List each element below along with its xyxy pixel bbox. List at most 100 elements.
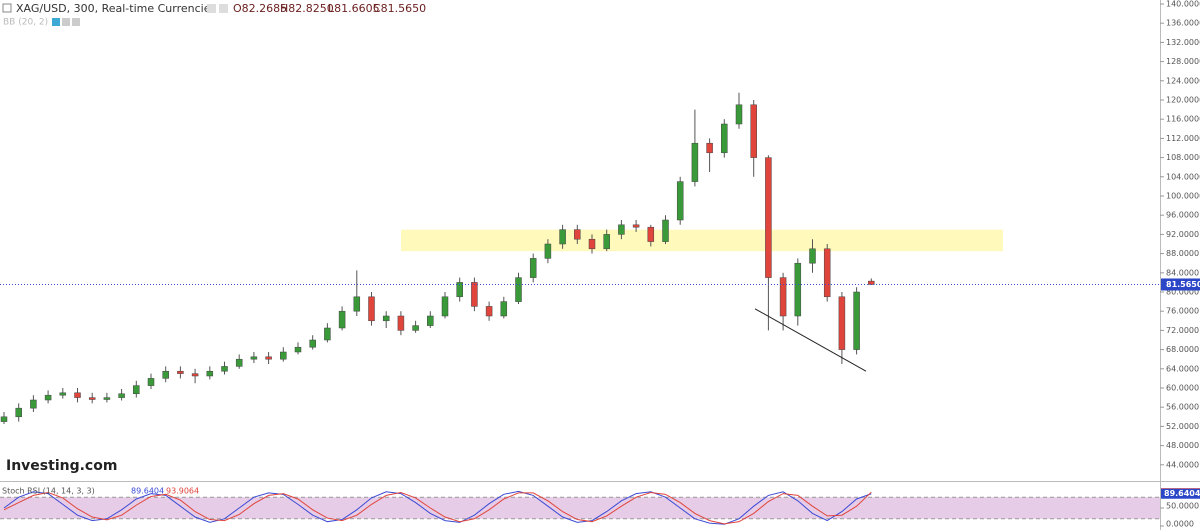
candle-body [382, 315, 390, 322]
candle-body [59, 392, 67, 396]
candle-body [324, 327, 331, 341]
last-price-label: 81.5650 [1166, 280, 1200, 289]
candle-body [441, 296, 449, 317]
y-tick-label: 100.0000 [1166, 192, 1200, 201]
y-tick-label: 108.0000 [1166, 153, 1200, 162]
icon[interactable] [219, 4, 228, 13]
candle-body [118, 393, 125, 398]
candle-body [529, 258, 537, 278]
y-tick-label: 52.0000 [1166, 422, 1199, 431]
candle-body [735, 104, 743, 125]
candle-body [147, 378, 155, 386]
y-tick-label: 50.0000 [1166, 502, 1199, 511]
candle-body [44, 394, 52, 401]
y-tick-label: 68.0000 [1166, 345, 1199, 354]
candle-body [515, 277, 522, 302]
candle-body [853, 291, 860, 350]
last-price-box [1161, 278, 1200, 291]
candle-body [250, 356, 258, 360]
stoch-value: 89.6404 [131, 487, 164, 496]
y-tick-label: 124.0000 [1166, 76, 1200, 85]
y-tick-label: 60.0000 [1166, 384, 1199, 393]
candle-body [338, 310, 346, 329]
y-tick-label: 132.0000 [1166, 38, 1200, 47]
candle-body [603, 234, 610, 250]
indicator-label: BB (20, 2) [3, 18, 48, 28]
y-tick-label: 116.0000 [1166, 115, 1200, 124]
zone [401, 229, 1003, 252]
candle-body [456, 282, 463, 298]
y-tick-label: 120.0000 [1166, 96, 1200, 105]
stoch-axis-value: 89.6404 [1164, 489, 1200, 498]
stoch-value: 93.9064 [166, 487, 199, 496]
candle-body [353, 296, 361, 312]
icon[interactable] [72, 18, 80, 26]
candle-body [559, 229, 566, 245]
candle-body [177, 370, 184, 374]
candle-body [191, 373, 199, 377]
candle-body [632, 224, 640, 228]
candle-body [221, 366, 228, 372]
y-tick-label: 0.0000 [1166, 520, 1194, 529]
collapse-icon[interactable] [2, 3, 12, 13]
candle-body [676, 181, 684, 221]
candle-body [691, 142, 699, 182]
candle-body [765, 157, 772, 278]
icon[interactable] [52, 18, 60, 26]
candle-body [235, 358, 243, 367]
candle-body [794, 262, 802, 317]
candle-body [74, 392, 81, 398]
candle-body [265, 356, 272, 360]
candle-body [706, 142, 713, 154]
candle-body [103, 397, 111, 400]
y-tick-label: 140.0000 [1166, 0, 1200, 9]
candle-body [427, 315, 434, 326]
y-tick-label: 48.0000 [1166, 441, 1199, 450]
candle-body [15, 407, 22, 418]
ohlc-low: L81.6605 [328, 2, 380, 15]
candle-body [779, 277, 787, 317]
candle-body [750, 104, 757, 158]
candle-body [206, 370, 214, 377]
candle-body [838, 296, 846, 350]
candle-body [162, 370, 169, 379]
candle-body [412, 325, 419, 331]
y-tick-label: 112.0000 [1166, 134, 1200, 143]
trendline [754, 308, 867, 372]
y-tick-label: 44.0000 [1166, 460, 1199, 469]
stoch-title: Stoch RSI (14, 14, 3, 3) [2, 487, 95, 496]
y-tick-label: 136.0000 [1166, 19, 1200, 28]
y-tick-label: 56.0000 [1166, 403, 1199, 412]
candle-body [721, 123, 728, 154]
ohlc-close: C81.5650 [373, 2, 426, 15]
watermark: Investing.com [6, 458, 117, 474]
candle-body [823, 248, 831, 298]
candle-body [868, 280, 875, 285]
y-tick-label: 92.0000 [1166, 230, 1199, 239]
candle-body [647, 226, 655, 242]
y-tick-label: 88.0000 [1166, 249, 1199, 258]
candle-body [588, 238, 596, 250]
candle-body [662, 219, 669, 242]
icon[interactable] [62, 18, 70, 26]
y-tick-label: 72.0000 [1166, 326, 1199, 335]
stoch-value-box [1161, 488, 1200, 499]
y-tick-label: 128.0000 [1166, 57, 1200, 66]
candle-body [368, 296, 375, 322]
candle-body [30, 399, 37, 409]
symbol-title: XAG/USD, 300, Real-time Currencies [16, 2, 216, 15]
candle-body [280, 351, 287, 360]
candle-body [500, 301, 508, 317]
candle-body [574, 229, 581, 240]
y-tick-label: 80.0000 [1166, 288, 1199, 297]
candle-body [0, 416, 8, 422]
candle-body [618, 224, 625, 235]
y-tick-label: 64.0000 [1166, 364, 1199, 373]
y-tick-label: 104.0000 [1166, 172, 1200, 181]
ohlc-high: H82.8250 [280, 2, 334, 15]
candle-body [309, 339, 316, 348]
icon[interactable] [207, 4, 216, 13]
